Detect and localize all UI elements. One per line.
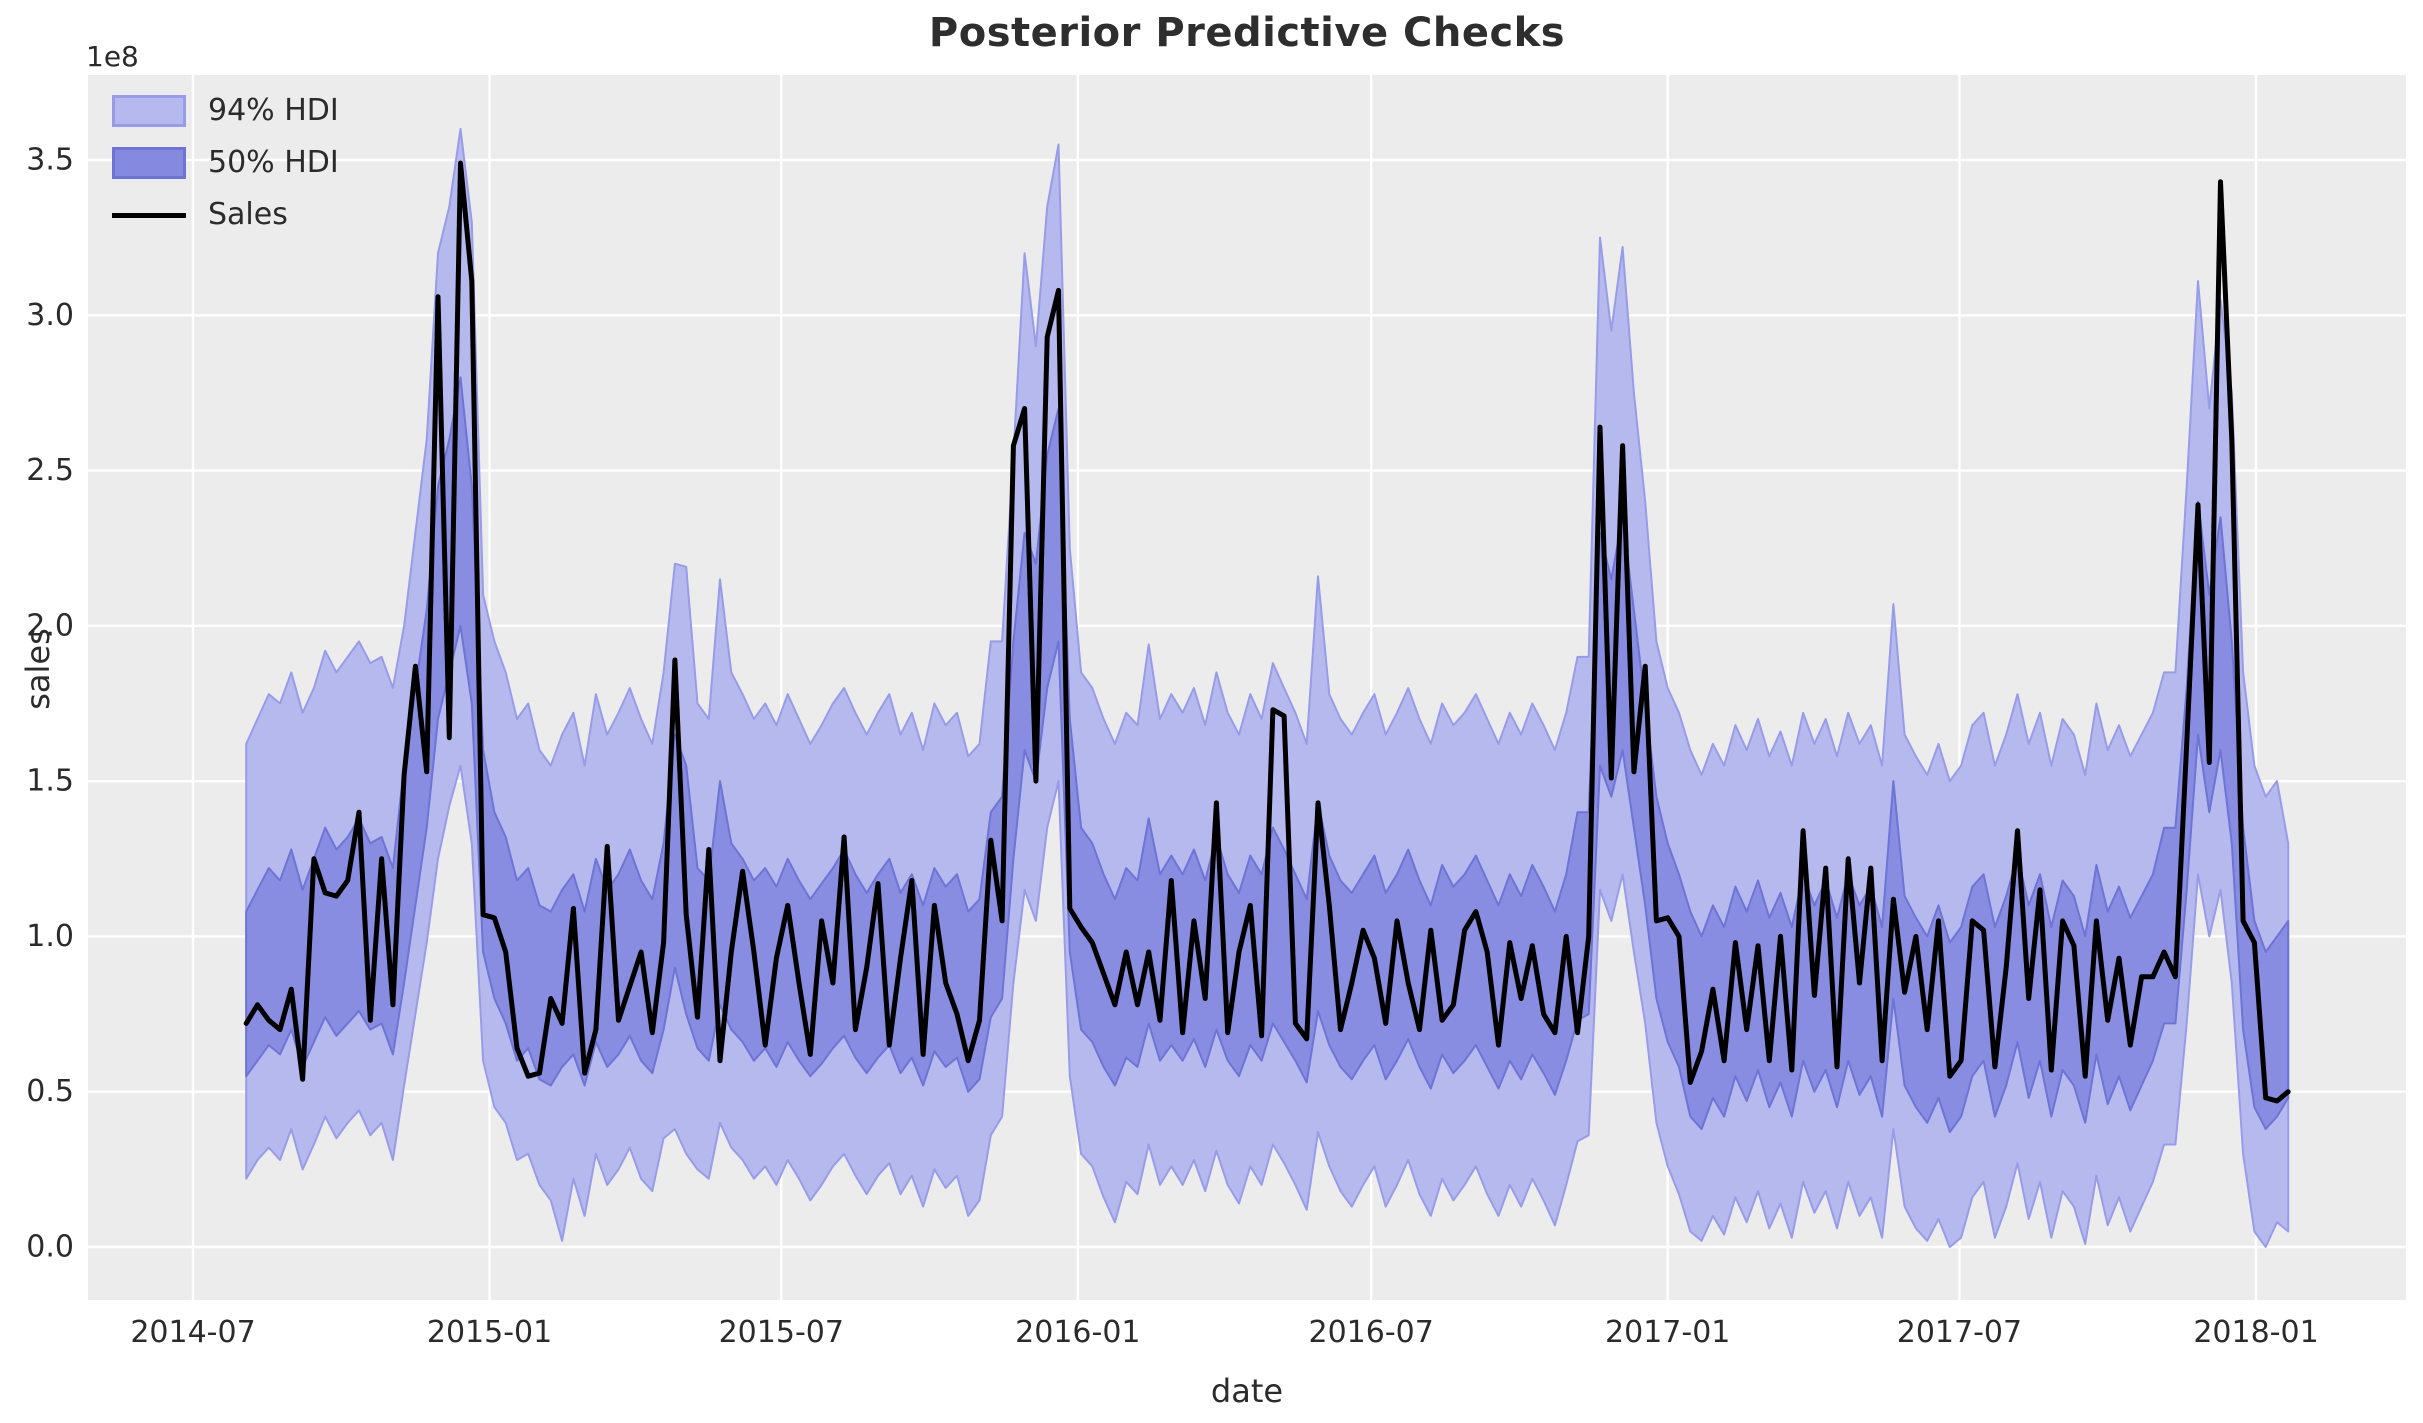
legend-item-sales: Sales	[112, 196, 339, 234]
x-tick-label: 2014-07	[130, 1315, 255, 1350]
legend-item-50-hdi: 50% HDI	[112, 144, 339, 182]
chart-title: Posterior Predictive Checks	[928, 10, 1566, 56]
x-tick-label: 2015-01	[427, 1315, 552, 1350]
y-axis-offset-label: 1e8	[86, 40, 139, 73]
y-tick-label: 1.5	[26, 764, 74, 799]
x-axis-label: date	[1210, 1372, 1284, 1410]
y-tick-label: 2.0	[26, 608, 74, 643]
x-tick-label: 2018-01	[2193, 1315, 2318, 1350]
x-tick-label: 2017-07	[1897, 1315, 2022, 1350]
sales-line	[243, 160, 2291, 1104]
y-tick-label: 3.5	[26, 143, 74, 178]
x-tick-label: 2016-01	[1015, 1315, 1140, 1350]
legend-label-94-hdi: 94% HDI	[208, 93, 339, 128]
sales-line-swatch-icon	[112, 212, 186, 218]
y-axis-label: sales	[19, 628, 57, 710]
hdi94-swatch-icon	[112, 95, 186, 127]
y-tick-label: 3.0	[26, 298, 74, 333]
x-tick-label: 2017-01	[1605, 1315, 1730, 1350]
legend-label-50-hdi: 50% HDI	[208, 145, 339, 180]
y-tick-label: 0.5	[26, 1074, 74, 1109]
x-tick-label: 2016-07	[1308, 1315, 1433, 1350]
hdi50-swatch-icon	[112, 147, 186, 179]
legend-item-94-hdi: 94% HDI	[112, 92, 339, 130]
legend: 94% HDI 50% HDI Sales	[112, 92, 339, 234]
legend-label-sales: Sales	[208, 197, 288, 232]
y-tick-label: 0.0	[26, 1230, 74, 1265]
x-tick-label: 2015-07	[719, 1315, 844, 1350]
y-tick-label: 1.0	[26, 919, 74, 954]
y-tick-label: 2.5	[26, 453, 74, 488]
